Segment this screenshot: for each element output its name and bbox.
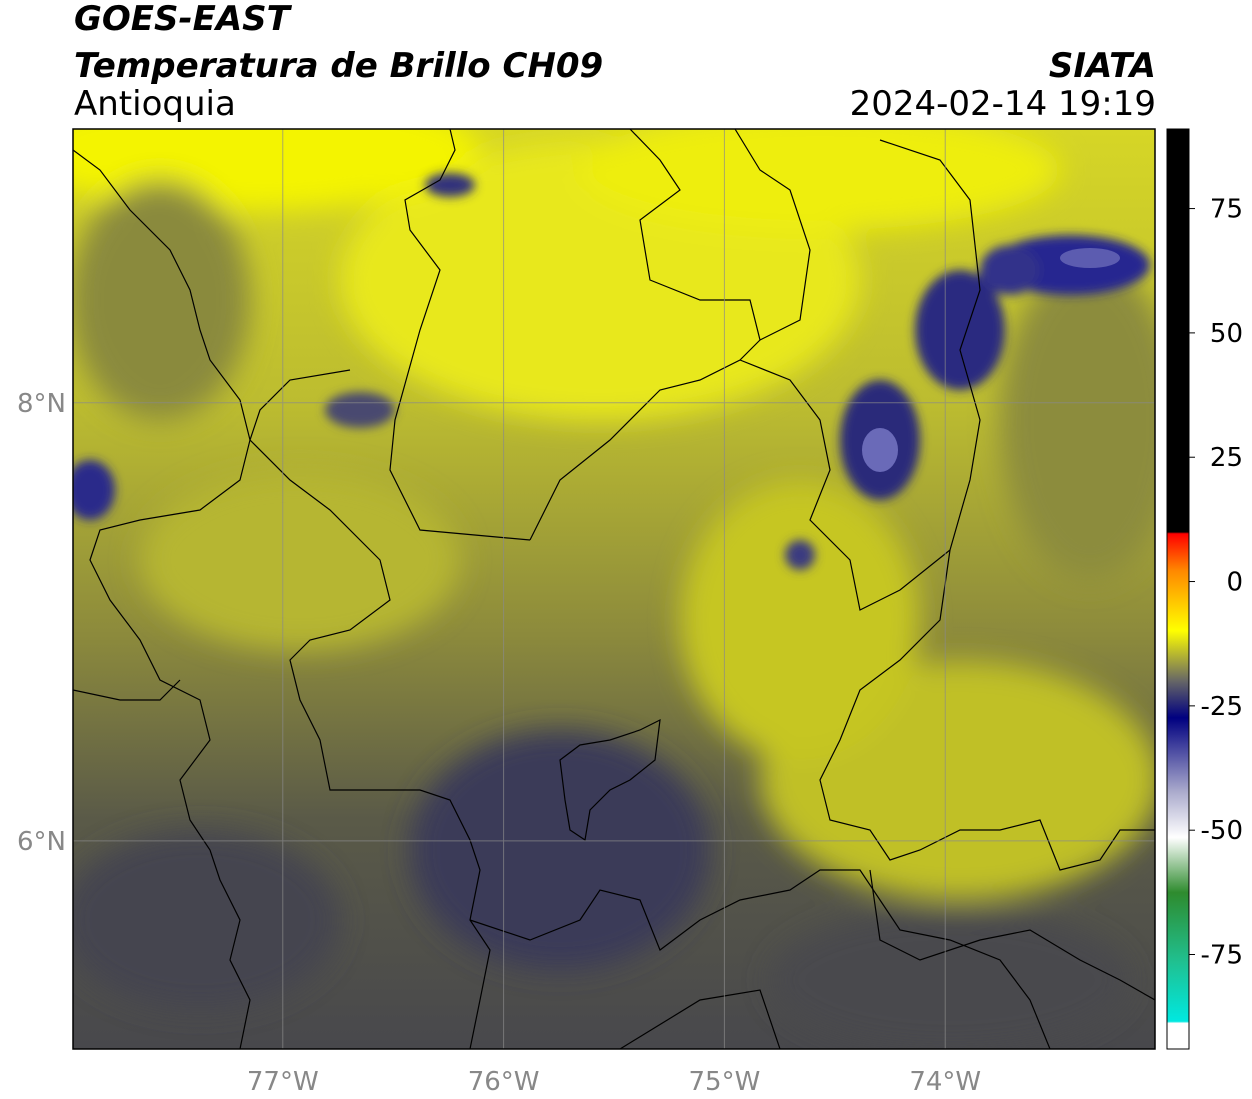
colorbar-frame xyxy=(1166,128,1190,1050)
longitude-label: 74°W xyxy=(909,1067,981,1097)
border-southeast-2 xyxy=(619,989,781,1049)
antioquia-border xyxy=(389,129,531,541)
colorbar-tick-label: 50 xyxy=(1210,319,1243,349)
colorbar-tick-label: 75 xyxy=(1210,195,1243,225)
latitude-label: 8°N xyxy=(17,389,66,419)
graticule xyxy=(73,129,1155,1049)
region-border-east xyxy=(734,129,811,341)
longitude-label: 76°W xyxy=(468,1067,540,1097)
region-border-south xyxy=(819,549,1155,871)
colorbar-tick-label: -50 xyxy=(1201,816,1243,846)
product-title: Temperatura de Brillo CH09 xyxy=(74,46,604,86)
longitude-label: 77°W xyxy=(247,1067,319,1097)
colorbar-tick-label: 0 xyxy=(1226,568,1243,598)
department-border-south xyxy=(469,869,1051,1049)
latitude-labels: 8°N 6°N xyxy=(17,389,66,857)
satellite-title: GOES-EAST xyxy=(74,0,290,39)
region-border-north xyxy=(529,129,761,541)
region-border-east2 xyxy=(739,139,981,611)
department-border-west xyxy=(249,369,491,1049)
border-east-lower xyxy=(869,869,1155,1001)
organization-label: SIATA xyxy=(1048,46,1156,86)
region-label: Antioquia xyxy=(74,84,236,124)
colorbar-tick-label: -25 xyxy=(1201,692,1243,722)
latitude-label: 6°N xyxy=(17,827,66,857)
longitude-labels: 77°W 76°W 75°W 74°W xyxy=(247,1067,981,1097)
longitude-label: 75°W xyxy=(689,1067,761,1097)
colorbar-scale xyxy=(1167,129,1189,1049)
colorbar-tick-label: 25 xyxy=(1210,443,1243,473)
border-south-west xyxy=(73,679,181,701)
timestamp-label: 2024-02-14 19:19 xyxy=(849,84,1156,124)
map-frame xyxy=(72,128,1156,1050)
colorbar-tick-label: -75 xyxy=(1201,941,1243,971)
coastline-west xyxy=(73,149,251,1049)
colorbar: 75 50 25 0 -25 -50 -75 xyxy=(1166,128,1243,1050)
colorbar-ticks: 75 50 25 0 -25 -50 -75 xyxy=(1189,195,1243,971)
administrative-borders xyxy=(73,129,1155,1049)
brightness-temperature-field xyxy=(73,129,1155,1049)
district-outline xyxy=(559,718,661,842)
